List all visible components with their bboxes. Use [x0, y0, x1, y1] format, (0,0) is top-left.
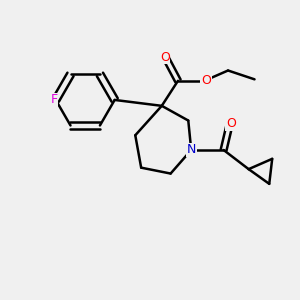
Text: O: O [201, 74, 211, 87]
Text: N: N [187, 143, 196, 157]
Text: F: F [51, 93, 58, 106]
Text: O: O [160, 51, 170, 64]
Text: O: O [226, 117, 236, 130]
